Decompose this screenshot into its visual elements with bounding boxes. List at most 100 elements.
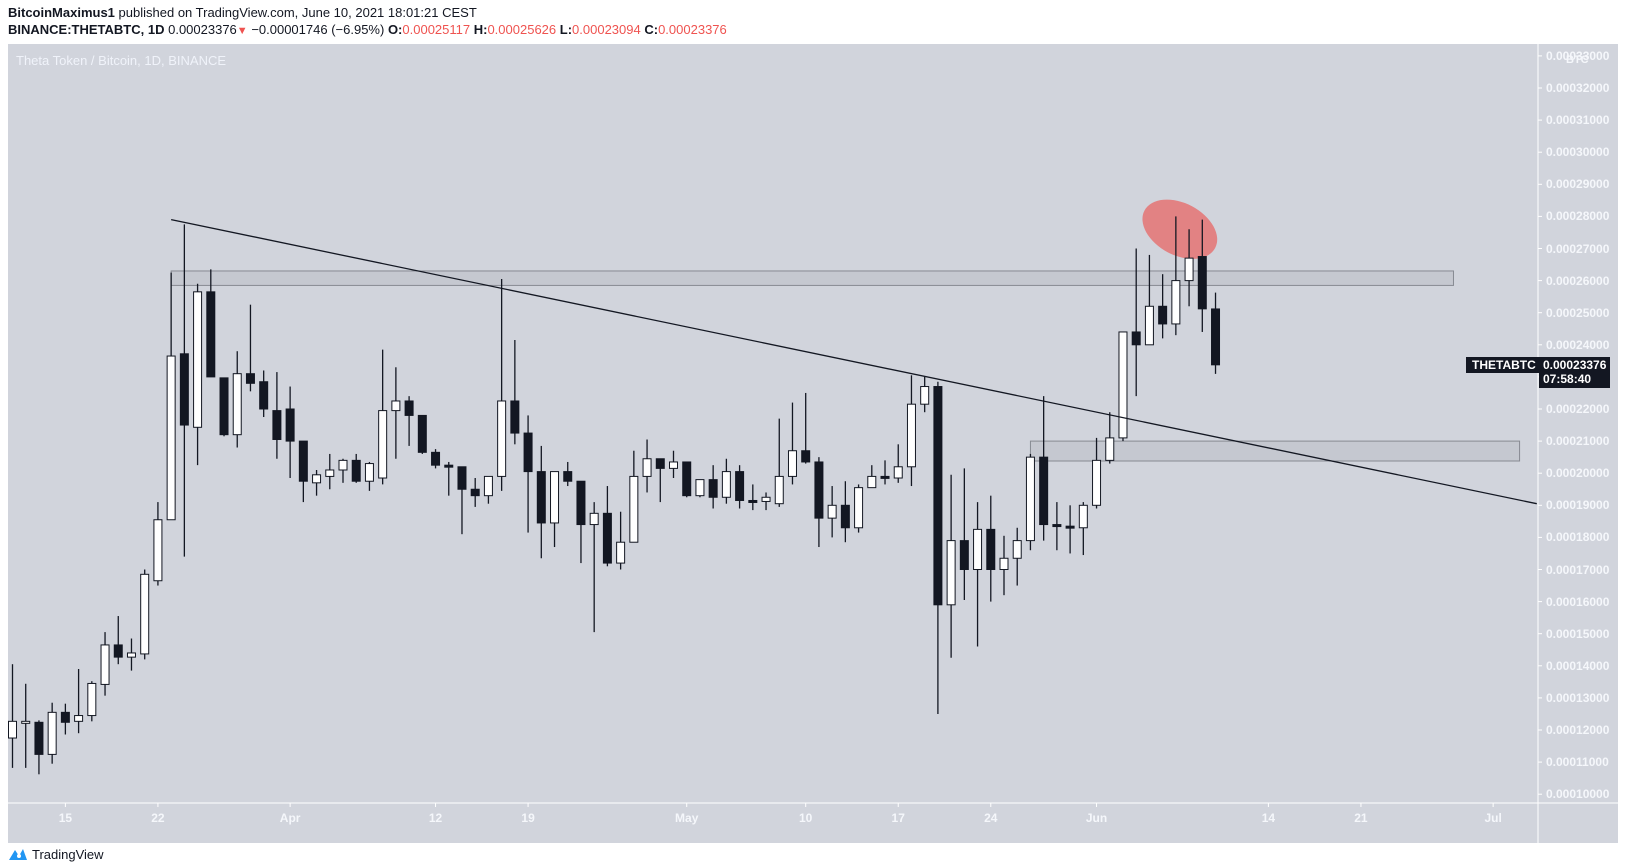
price-tick-label: 0.00022000 — [1546, 402, 1610, 416]
candle — [60, 703, 70, 735]
candle — [840, 481, 850, 543]
time-tick-label: 14 — [1261, 811, 1276, 825]
candle — [563, 461, 573, 487]
candle — [34, 720, 44, 775]
candle — [285, 386, 295, 479]
candle — [523, 415, 533, 533]
candle — [100, 632, 110, 696]
candle — [457, 466, 467, 535]
candle — [933, 381, 943, 714]
last-price: 0.00023376 — [168, 22, 237, 37]
candle — [153, 502, 163, 586]
candle — [761, 492, 771, 511]
candle — [510, 339, 520, 445]
resistance-zone[interactable] — [170, 270, 1454, 286]
price-tick-label: 0.00029000 — [1546, 177, 1610, 192]
candle — [986, 495, 996, 602]
candle — [906, 375, 916, 487]
chart-legend-title: Theta Token / Bitcoin, 1D, BINANCE — [16, 53, 227, 68]
candle — [748, 484, 758, 511]
close-label: C: — [644, 22, 659, 37]
candle — [364, 461, 374, 491]
highlight-ellipse[interactable] — [1132, 188, 1227, 271]
candle — [87, 681, 97, 722]
high-value: 0.00025626 — [487, 22, 557, 37]
candle — [814, 457, 824, 548]
candle — [166, 272, 176, 521]
published-text: published on TradingView.com, June 10, 2… — [118, 5, 477, 20]
candle — [1171, 216, 1181, 336]
last-price-tag: 0.00023376 07:58:40 — [1539, 356, 1611, 388]
candle — [576, 480, 586, 564]
candle — [378, 349, 388, 485]
candle — [483, 475, 493, 504]
price-tick-label: 0.00031000 — [1546, 113, 1610, 128]
time-tick-label: 10 — [799, 811, 813, 825]
open-value: 0.00025117 — [402, 22, 471, 37]
candle — [708, 465, 718, 509]
candle — [431, 449, 441, 469]
candle — [8, 664, 17, 768]
candle — [854, 484, 864, 533]
candle — [470, 478, 480, 507]
price-tick-label: 0.00026000 — [1546, 273, 1610, 288]
candle — [179, 224, 189, 557]
candle — [642, 439, 652, 493]
candle — [1118, 331, 1128, 442]
candle — [1039, 396, 1049, 541]
price-tick-label: 0.00027000 — [1546, 241, 1610, 256]
candle — [973, 502, 983, 647]
candle — [920, 376, 930, 413]
close-value: 0.00023376 — [658, 22, 727, 37]
candle — [682, 461, 692, 498]
price-tick-label: 0.00025000 — [1546, 305, 1610, 320]
candlestick-chart[interactable] — [8, 44, 1618, 843]
candle — [1025, 453, 1035, 551]
low-value: 0.00023094 — [572, 22, 641, 37]
candle — [219, 377, 229, 437]
candle — [351, 453, 361, 483]
footer-brand: TradingView — [32, 846, 104, 862]
candle — [245, 304, 255, 392]
chart-panel[interactable]: Theta Token / Bitcoin, 1D, BINANCE 0.000… — [8, 44, 1618, 843]
candle — [616, 511, 626, 570]
price-tick-label: 0.00028000 — [1546, 209, 1610, 224]
price-tick-label: 0.00015000 — [1546, 626, 1610, 641]
price-tick-label: 0.00010000 — [1546, 787, 1610, 802]
candle — [1052, 502, 1062, 551]
publish-info: BitcoinMaximus1 published on TradingView… — [8, 5, 477, 20]
candle — [946, 474, 956, 658]
candle — [655, 458, 665, 503]
candle — [497, 278, 507, 491]
time-tick-label: 21 — [1354, 811, 1368, 825]
time-tick-label: 24 — [984, 811, 998, 825]
price-tick-label: 0.00033000 — [1546, 48, 1610, 63]
candle — [1184, 229, 1194, 307]
price-tick-label: 0.00019000 — [1546, 498, 1610, 513]
candle — [259, 370, 269, 418]
symbol-line: BINANCE:THETABTC, 1D — [8, 22, 165, 37]
author-name: BitcoinMaximus1 — [8, 5, 115, 20]
price-tick-label: 0.00030000 — [1546, 145, 1610, 160]
candle — [325, 453, 335, 490]
candle — [232, 351, 242, 448]
candle — [867, 465, 877, 489]
time-tick-label: 22 — [151, 811, 165, 825]
price-tick-label: 0.00016000 — [1546, 594, 1610, 609]
price-change: −0.00001746 (−6.95%) — [251, 22, 385, 37]
time-tick-label: Jun — [1085, 811, 1108, 825]
support-zone[interactable] — [1029, 440, 1521, 462]
candle — [298, 440, 308, 503]
candle — [1092, 437, 1102, 509]
candle — [126, 638, 136, 671]
bar-countdown: 07:58:40 — [1543, 371, 1592, 386]
tradingview-footer[interactable]: TradingView — [8, 846, 104, 862]
descending-trendline[interactable] — [171, 218, 1537, 505]
symbol-tag: THETABTC — [1466, 356, 1542, 373]
candle — [1065, 505, 1075, 554]
tradingview-logo-icon — [9, 849, 27, 860]
candle — [827, 486, 837, 538]
candle — [695, 479, 705, 498]
candle — [1158, 274, 1168, 339]
candle — [801, 392, 811, 464]
